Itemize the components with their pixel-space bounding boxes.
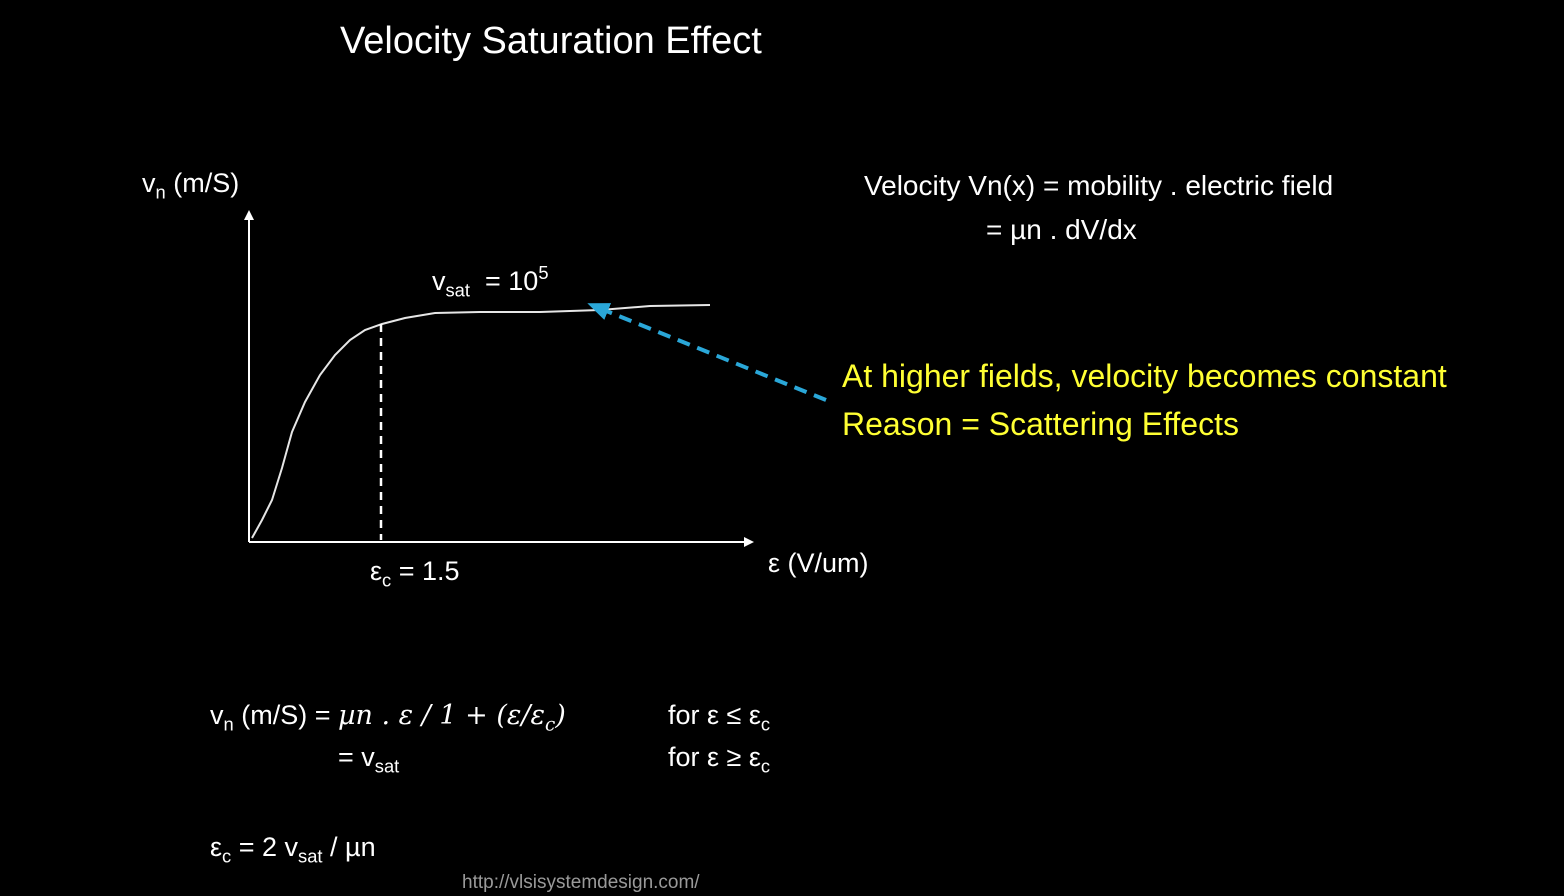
vsat-label: vsat = 105 xyxy=(432,261,549,301)
annotation-line1: At higher fields, velocity becomes const… xyxy=(842,358,1447,394)
formula-line1-condition: for ε ≤ εc xyxy=(668,700,771,735)
slide-title: Velocity Saturation Effect xyxy=(340,20,762,62)
critical-field-label: εc = 1.5 xyxy=(370,556,460,591)
formula-line2: = vsat xyxy=(338,742,400,777)
x-axis-label: ε (V/um) xyxy=(768,548,869,578)
velocity-curve xyxy=(251,304,711,539)
formula-expression: µn . ε / 1 + (ε/εc) xyxy=(337,700,566,736)
velocity-definition-line1: Velocity Vn(x) = mobility . electric fie… xyxy=(864,170,1334,201)
annotation-line2: Reason = Scattering Effects xyxy=(842,406,1239,442)
y-axis-label: vn (m/S) xyxy=(142,168,240,203)
formula-line1: vn (m/S) = µn . ε / 1 + (ε/εc) xyxy=(210,700,566,736)
formula-line2-condition: for ε ≥ εc xyxy=(668,742,771,777)
critical-field-formula: εc = 2 vsat / µn xyxy=(210,832,376,867)
annotation-arrow xyxy=(587,303,827,402)
source-url: http://vlsisystemdesign.com/ xyxy=(462,872,700,893)
velocity-definition-line2: = µn . dV/dx xyxy=(986,214,1137,245)
